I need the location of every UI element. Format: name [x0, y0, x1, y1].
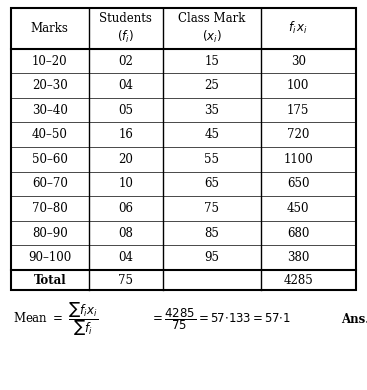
Text: $= \dfrac{4285}{75} = 57{\cdot}133 = 57{\cdot}1$: $= \dfrac{4285}{75} = 57{\cdot}133 = 57{…	[150, 307, 291, 332]
Text: Students: Students	[99, 12, 152, 25]
Text: 60–70: 60–70	[32, 177, 68, 190]
Text: 06: 06	[118, 202, 133, 215]
Text: 45: 45	[204, 128, 219, 141]
Text: 380: 380	[287, 251, 309, 264]
Text: 20–30: 20–30	[32, 79, 68, 92]
Text: 30: 30	[291, 55, 306, 67]
Text: 35: 35	[204, 104, 219, 117]
Text: Ans.: Ans.	[341, 313, 367, 326]
Text: 10–20: 10–20	[32, 55, 68, 67]
Text: 40–50: 40–50	[32, 128, 68, 141]
Text: 75: 75	[204, 202, 219, 215]
Text: 95: 95	[204, 251, 219, 264]
Text: Marks: Marks	[31, 22, 69, 35]
Text: 70–80: 70–80	[32, 202, 68, 215]
Text: 90–100: 90–100	[28, 251, 72, 264]
Text: 450: 450	[287, 202, 309, 215]
Text: 02: 02	[118, 55, 133, 67]
Text: 04: 04	[118, 251, 133, 264]
Text: 15: 15	[204, 55, 219, 67]
Text: $(x_i)$: $(x_i)$	[202, 29, 222, 45]
Text: Mean $=$ $\dfrac{\sum f_i x_i}{\sum f_i}$: Mean $=$ $\dfrac{\sum f_i x_i}{\sum f_i}…	[13, 301, 98, 338]
Bar	[11, 8, 356, 290]
Text: 16: 16	[118, 128, 133, 141]
Text: 30–40: 30–40	[32, 104, 68, 117]
Text: 75: 75	[118, 273, 133, 287]
Text: 55: 55	[204, 153, 219, 166]
Text: Total: Total	[33, 273, 66, 287]
Text: 20: 20	[118, 153, 133, 166]
Text: $f_i\,x_i$: $f_i\,x_i$	[288, 20, 308, 36]
Text: 08: 08	[118, 227, 133, 239]
Text: Class Mark: Class Mark	[178, 12, 246, 25]
Text: 720: 720	[287, 128, 309, 141]
Text: 65: 65	[204, 177, 219, 190]
Text: 100: 100	[287, 79, 309, 92]
Text: 80–90: 80–90	[32, 227, 68, 239]
Text: 50–60: 50–60	[32, 153, 68, 166]
Text: 04: 04	[118, 79, 133, 92]
Text: 680: 680	[287, 227, 309, 239]
Text: 85: 85	[204, 227, 219, 239]
Text: 10: 10	[118, 177, 133, 190]
Text: 05: 05	[118, 104, 133, 117]
Text: $(f_i)$: $(f_i)$	[117, 29, 134, 45]
Text: 650: 650	[287, 177, 309, 190]
Text: 175: 175	[287, 104, 309, 117]
Text: 1100: 1100	[283, 153, 313, 166]
Text: 4285: 4285	[283, 273, 313, 287]
Text: 25: 25	[204, 79, 219, 92]
